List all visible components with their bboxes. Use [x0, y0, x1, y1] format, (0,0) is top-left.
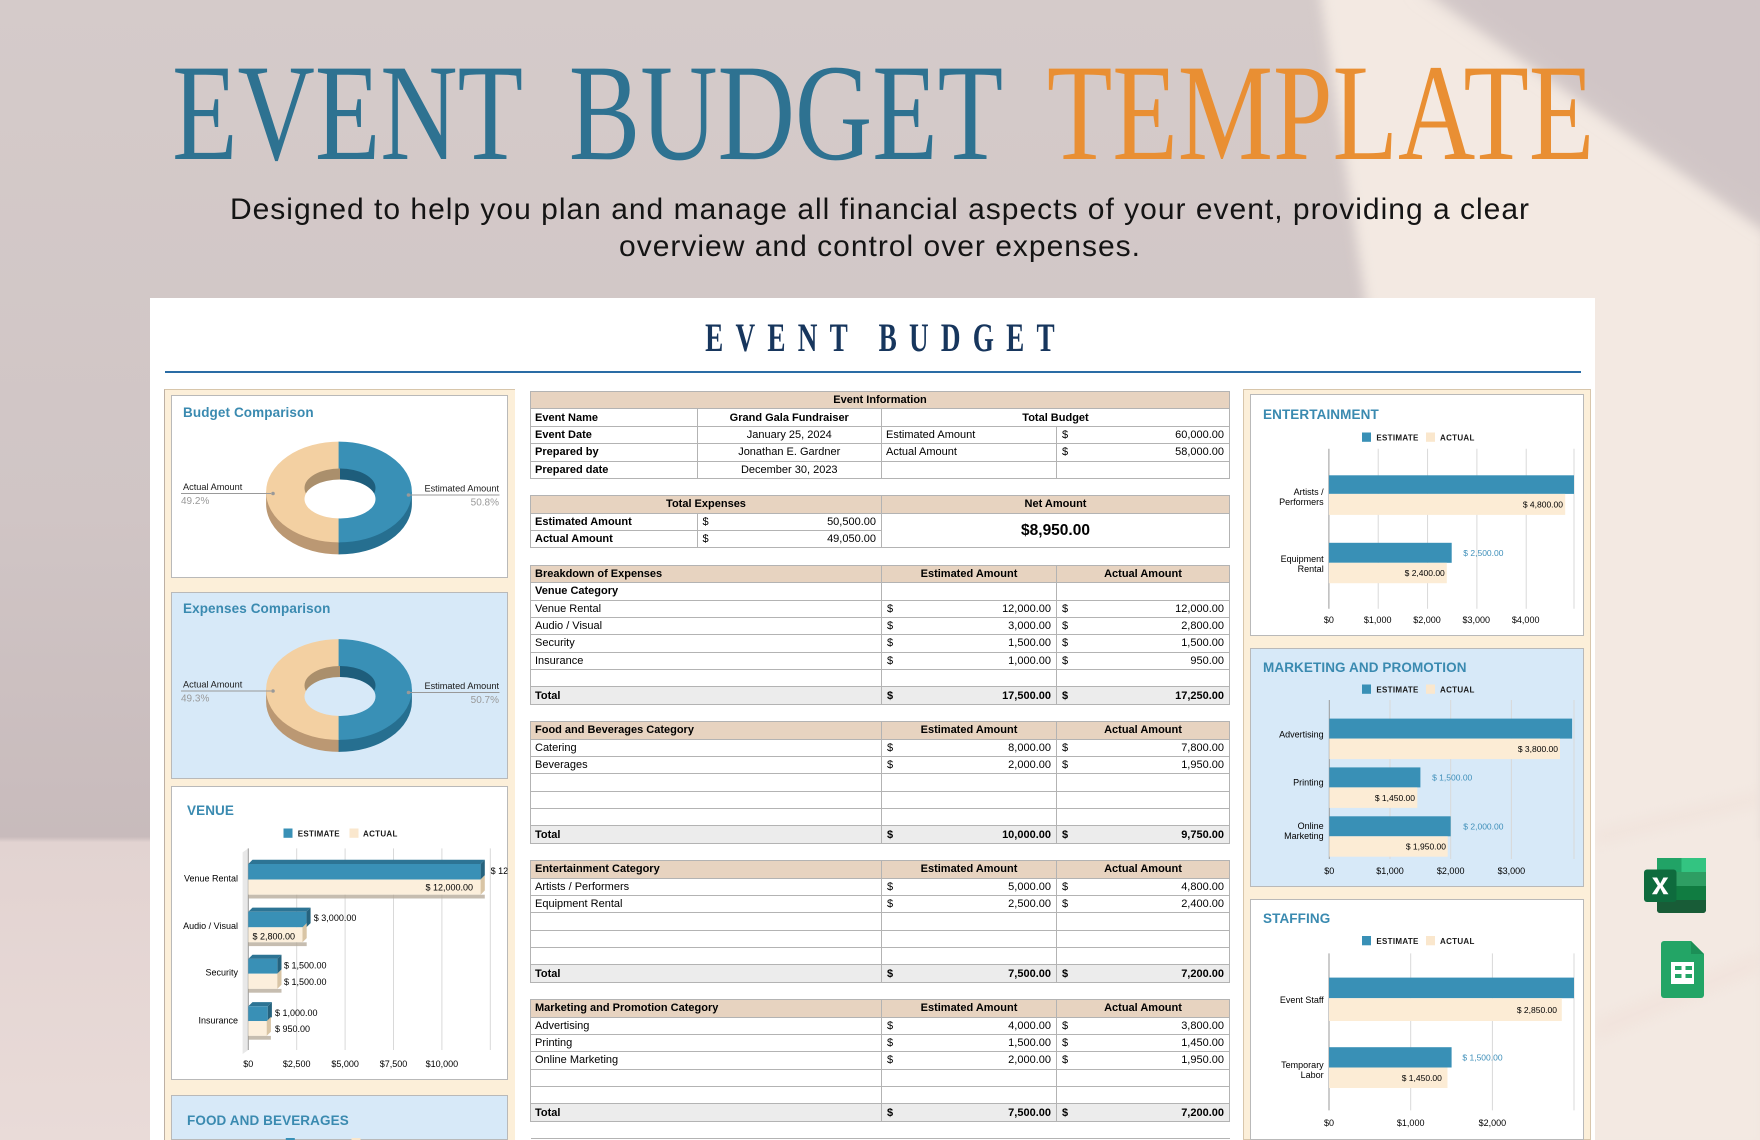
svg-text:Online: Online: [1298, 821, 1324, 831]
svg-text:Event Staff: Event Staff: [1280, 995, 1324, 1005]
svg-text:$5,000: $5,000: [331, 1059, 359, 1069]
svg-text:Audio / Visual: Audio / Visual: [183, 921, 238, 931]
svg-text:Security: Security: [205, 968, 238, 978]
svg-text:$ 1,450.00: $ 1,450.00: [1375, 793, 1415, 803]
svg-text:$3,000: $3,000: [1498, 866, 1526, 876]
svg-text:$ 2,800.00: $ 2,800.00: [252, 931, 295, 941]
svg-text:ACTUAL: ACTUAL: [1440, 686, 1475, 695]
svg-text:$ 2,850.00: $ 2,850.00: [1517, 1005, 1557, 1015]
svg-text:$ 1,500.00: $ 1,500.00: [284, 977, 327, 987]
svg-text:49.3%: 49.3%: [181, 694, 209, 705]
svg-text:Printing: Printing: [1293, 777, 1324, 787]
svg-text:$ 1,500.00: $ 1,500.00: [1432, 773, 1472, 783]
svg-text:Actual Amount: Actual Amount: [183, 680, 243, 690]
svg-text:Performers: Performers: [1279, 497, 1324, 507]
svg-text:$0: $0: [1324, 866, 1334, 876]
svg-text:$ 2,500.00: $ 2,500.00: [1463, 548, 1503, 558]
svg-text:Venue Rental: Venue Rental: [184, 873, 238, 883]
svg-text:$ 1,000.00: $ 1,000.00: [275, 1008, 318, 1018]
svg-text:Estimated Amount: Estimated Amount: [424, 484, 499, 494]
svg-text:Advertising: Advertising: [1279, 730, 1324, 740]
svg-text:50.8%: 50.8%: [471, 498, 499, 509]
svg-text:$0: $0: [1324, 1118, 1334, 1128]
svg-text:$ 2,400.00: $ 2,400.00: [1405, 568, 1445, 578]
svg-text:$ 1,450.00: $ 1,450.00: [1402, 1073, 1442, 1083]
svg-text:$ 3,000.00: $ 3,000.00: [314, 913, 357, 923]
svg-text:ACTUAL: ACTUAL: [1440, 937, 1475, 946]
svg-text:ESTIMATE: ESTIMATE: [1376, 686, 1419, 695]
svg-text:49.2%: 49.2%: [181, 496, 209, 507]
svg-text:$ 3,800.00: $ 3,800.00: [1518, 744, 1558, 754]
svg-text:ESTIMATE: ESTIMATE: [298, 830, 341, 839]
svg-text:Labor: Labor: [1301, 1070, 1324, 1080]
svg-text:$10,000: $10,000: [426, 1059, 459, 1069]
svg-text:$7,500: $7,500: [380, 1059, 408, 1069]
svg-text:$0: $0: [243, 1059, 253, 1069]
svg-text:ESTIMATE: ESTIMATE: [1376, 434, 1419, 443]
svg-text:ESTIMATE: ESTIMATE: [1376, 937, 1419, 946]
svg-text:Actual Amount: Actual Amount: [183, 482, 243, 492]
svg-text:$ 950.00: $ 950.00: [275, 1024, 310, 1034]
svg-text:$0: $0: [1324, 615, 1334, 625]
svg-text:Insurance: Insurance: [198, 1015, 238, 1025]
svg-text:$1,000: $1,000: [1364, 615, 1392, 625]
svg-text:$ 1,500.00: $ 1,500.00: [1462, 1053, 1502, 1063]
svg-text:ACTUAL: ACTUAL: [1440, 434, 1475, 443]
svg-text:Marketing: Marketing: [1284, 831, 1324, 841]
svg-text:Temporary: Temporary: [1281, 1060, 1324, 1070]
svg-text:$ 12,000.00: $ 12,000.00: [491, 866, 539, 876]
svg-text:Artists /: Artists /: [1294, 487, 1325, 497]
svg-text:$2,000: $2,000: [1479, 1118, 1507, 1128]
svg-text:50.7%: 50.7%: [471, 695, 499, 706]
svg-text:$ 2,000.00: $ 2,000.00: [1463, 821, 1503, 831]
svg-text:$2,000: $2,000: [1437, 866, 1465, 876]
svg-text:$ 1,500.00: $ 1,500.00: [284, 961, 327, 971]
svg-text:$ 4,800.00: $ 4,800.00: [1523, 500, 1563, 510]
svg-text:$2,000: $2,000: [1413, 615, 1441, 625]
svg-text:Equipment: Equipment: [1281, 554, 1325, 564]
svg-text:$1,000: $1,000: [1376, 866, 1404, 876]
svg-text:$ 12,000.00: $ 12,000.00: [425, 883, 473, 893]
svg-text:$3,000: $3,000: [1463, 615, 1491, 625]
svg-text:Rental: Rental: [1298, 564, 1324, 574]
svg-text:$4,000: $4,000: [1512, 615, 1540, 625]
svg-text:Estimated Amount: Estimated Amount: [424, 681, 499, 691]
svg-text:$ 1,950.00: $ 1,950.00: [1406, 842, 1446, 852]
svg-text:ACTUAL: ACTUAL: [363, 830, 398, 839]
svg-text:$2,500: $2,500: [283, 1059, 311, 1069]
svg-text:$1,000: $1,000: [1397, 1118, 1425, 1128]
